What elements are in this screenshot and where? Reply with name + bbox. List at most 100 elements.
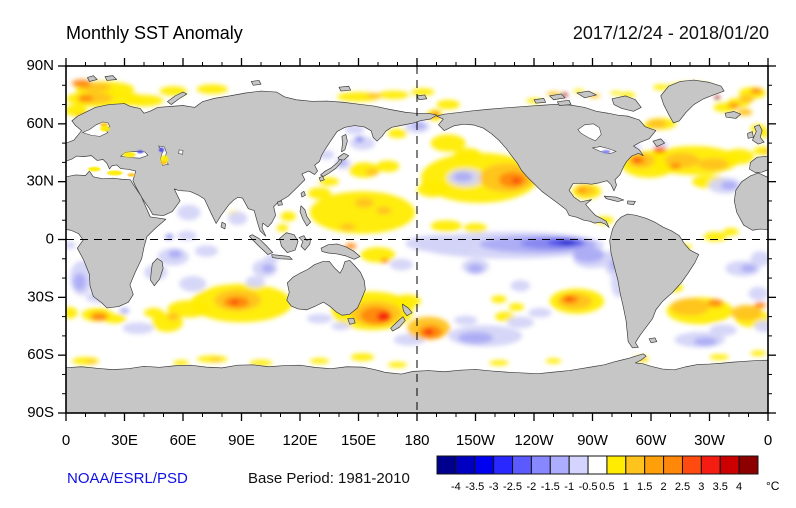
- sst-anomaly-blob: [90, 312, 108, 321]
- sst-anomaly-blob: [366, 92, 382, 99]
- x-axis-tick-label: 120E: [282, 432, 317, 449]
- colorbar-tick-label: 3.5: [713, 481, 728, 493]
- sst-anomaly-blob: [728, 102, 740, 109]
- sst-anomaly-blob: [309, 191, 416, 234]
- sst-anomaly-blob: [380, 258, 390, 264]
- sst-anomaly-blob: [697, 158, 729, 171]
- sst-anomaly-blob: [506, 316, 534, 329]
- sst-anomaly-blob: [750, 350, 767, 357]
- x-axis-tick-label: 90E: [228, 432, 255, 449]
- date-range-label: 2017/12/24 - 2018/01/20: [572, 23, 769, 43]
- sst-anomaly-blob: [168, 249, 183, 259]
- sst-anomaly-blob: [127, 173, 136, 177]
- colorbar-cell: [644, 455, 665, 475]
- sst-anomaly-blob: [417, 181, 449, 198]
- sst-anomaly-blob: [498, 172, 527, 188]
- sst-anomaly-blob: [160, 160, 167, 165]
- sst-anomaly-blob: [453, 172, 473, 182]
- sst-anomaly-blob: [467, 263, 484, 274]
- colorbar-cell: [474, 455, 495, 475]
- sst-anomaly-blob: [158, 147, 165, 153]
- colorbar-tick-label: 1.5: [637, 481, 652, 493]
- sst-anomaly-blob: [377, 311, 391, 322]
- sst-anomaly-blob: [144, 307, 164, 318]
- y-axis-tick-label: 30N: [26, 173, 54, 190]
- sst-anomaly-blob: [106, 170, 123, 176]
- sst-anomaly-blob: [738, 94, 755, 103]
- colorbar-cell: [700, 455, 721, 475]
- sst-anomaly-blob: [559, 240, 575, 245]
- sst-anomaly-blob: [365, 168, 379, 176]
- colorbar-cell: [587, 455, 608, 475]
- x-axis-tick-label: 30W: [694, 432, 726, 449]
- sst-anomaly-blob: [454, 315, 478, 326]
- colorbar-cell: [738, 455, 759, 475]
- sst-anomaly-blob: [669, 163, 682, 170]
- sst-anomaly-blob: [740, 264, 757, 273]
- colorbar-cell: [568, 455, 589, 475]
- sst-anomaly-blob: [378, 90, 410, 100]
- x-axis-tick-label: 0: [62, 432, 70, 449]
- sst-anomaly-blob: [510, 279, 531, 292]
- sst-anomaly-blob: [709, 354, 729, 360]
- x-axis-tick-label: 150W: [456, 432, 496, 449]
- sst-anomaly-blob: [423, 329, 434, 335]
- sst-anomaly-blob: [227, 211, 248, 226]
- sst-anomaly-blob: [85, 359, 98, 364]
- sst-anomaly-blob: [387, 361, 408, 368]
- sst-anomaly-blob: [136, 150, 144, 154]
- sst-anomaly-blob: [376, 160, 400, 173]
- colorbar-cell: [530, 455, 551, 475]
- sst-anomaly-blob: [491, 295, 507, 304]
- colorbar-cell: [663, 455, 683, 475]
- world-map: [66, 66, 768, 413]
- sst-anomaly-blob: [647, 119, 667, 129]
- colorbar-tick-label: -3.5: [465, 481, 484, 493]
- sst-anomaly-blob: [573, 247, 605, 263]
- colorbar-tick-label: -0.5: [579, 481, 598, 493]
- colorbar: -4 -3.5 -3 -2.5 -2 -1.5 -1 -0.5 0.5 1 1.5 2 2.5 3 3.5 4…: [436, 455, 780, 493]
- colorbar-tick-label: -4: [451, 481, 461, 493]
- sst-anomaly-blob: [376, 206, 392, 215]
- x-axis-tick-label: 60E: [170, 432, 197, 449]
- colorbar-tick-label: 2.5: [675, 481, 690, 493]
- sst-anomaly-blob: [339, 223, 356, 231]
- y-axis-tick-label: 90S: [27, 404, 54, 421]
- colorbar-tick-label: -1: [564, 481, 574, 493]
- sst-anomaly-blob: [412, 122, 426, 130]
- x-axis-tick-label: 60W: [636, 432, 668, 449]
- victoria-island: [557, 99, 572, 106]
- new-siberian-islands: [338, 85, 352, 92]
- colorbar-cell: [719, 455, 740, 475]
- wrangel-island: [416, 94, 428, 101]
- sst-anomaly-blob: [194, 245, 219, 257]
- sst-anomaly-blob: [703, 231, 728, 242]
- sst-anomaly-blob: [387, 128, 408, 139]
- sst-anomaly-blob: [73, 273, 86, 291]
- sst-anomaly-blob: [393, 294, 421, 308]
- base-period-label: Base Period: 1981-2010: [248, 470, 410, 487]
- sst-anomaly-blob: [632, 157, 640, 162]
- sst-anomaly-blob: [261, 264, 275, 273]
- y-axis-tick-label: 30S: [27, 288, 54, 305]
- sst-anomaly-blob: [165, 234, 174, 240]
- y-axis-tick-label: 90N: [26, 57, 54, 74]
- sst-anomaly-blob: [173, 359, 189, 366]
- attribution-link[interactable]: NOAA/ESRL/PSD: [67, 470, 188, 487]
- sst-anomaly-blob: [88, 166, 101, 172]
- colorbar-cell: [455, 455, 476, 475]
- sst-anomaly-blob: [601, 150, 611, 154]
- y-axis-tick-label: 60S: [27, 346, 54, 363]
- y-axis-tick-label: 0: [46, 230, 54, 247]
- colorbar-tick-label: 1: [623, 481, 629, 493]
- sst-anomaly-blob: [177, 230, 197, 241]
- sst-anomaly-blob: [179, 276, 207, 292]
- sst-anomaly-blob: [577, 188, 587, 193]
- sst-anomaly-blob: [276, 224, 289, 232]
- sst-anomaly-blob: [389, 258, 414, 271]
- sst-anomaly-blob: [331, 322, 351, 331]
- colorbar-cell: [606, 455, 627, 475]
- sst-anomaly-blob: [489, 359, 509, 366]
- sst-anomaly-blob: [720, 181, 738, 190]
